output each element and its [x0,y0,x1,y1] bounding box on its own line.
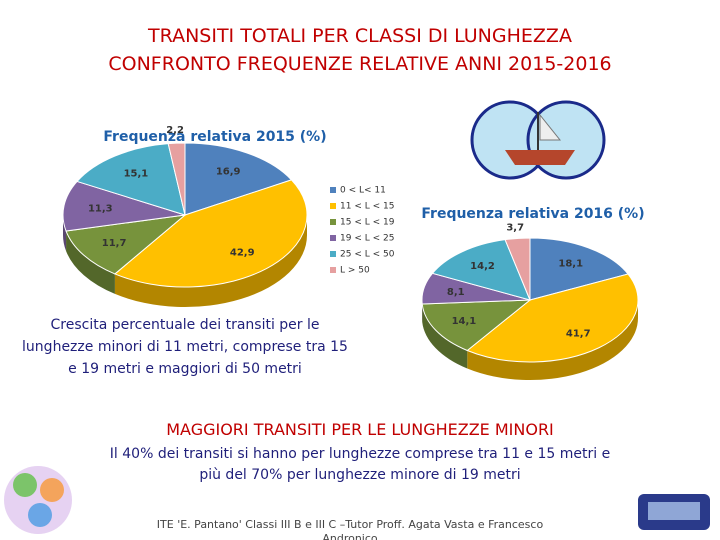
data-label: 42,9 [230,247,255,258]
data-label: 11,7 [102,238,127,249]
pie-slice [62,180,186,232]
binoculars-image [470,100,606,180]
title-line: CONFRONTO FREQUENZE RELATIVE ANNI 2015-2… [108,53,612,75]
legend-swatch [330,219,336,225]
data-label: 16,9 [216,167,241,178]
legend-label: 25 < L < 50 [340,250,395,260]
data-label: 14,2 [470,261,495,272]
pie-slice [421,299,532,352]
data-label: 15,1 [124,169,149,180]
pie-slice [65,214,187,275]
data-label: 18,1 [558,258,583,269]
chart-title: Frequenza relativa 2015 (%) [103,129,326,145]
title-line: TRANSITI TOTALI PER CLASSI DI LUNGHEZZA [148,25,572,47]
institute-logo [638,494,710,530]
pie-side [114,215,307,307]
pie-slice [76,143,186,216]
legend-label: 11 < L < 15 [340,202,394,212]
data-label: 2,2 [166,125,184,136]
legend-swatch [330,187,336,193]
pie-slice [504,237,531,301]
pie-slice [167,142,186,216]
footer: ITE 'E. Pantano' Classi III B e III C –T… [156,518,544,540]
caption: Crescita percentuale dei transiti per le… [22,317,348,377]
legend-swatch [330,267,336,273]
data-label: 11,3 [88,203,113,214]
pie-slice [431,239,531,301]
pie-side [422,303,468,369]
data-label: 3,7 [506,222,524,233]
school-logo [4,466,72,534]
slide-title: TRANSITI TOTALI PER CLASSI DI LUNGHEZZA … [60,22,660,78]
legend-label: 0 < L< 11 [340,186,386,196]
pie-slice [529,237,629,301]
data-label: 41,7 [566,328,591,339]
pie-side [467,300,638,380]
legend-swatch [330,251,336,257]
legend-label: 15 < L < 19 [340,218,395,228]
pie-slice [113,179,308,288]
heading: MAGGIORI TRANSITI PER LE LUNGHEZZE MINOR… [166,420,554,439]
legend-label: L > 50 [340,266,370,276]
body-text: Il 40% dei transiti si hanno per lunghez… [109,446,611,483]
data-label: 14,1 [452,316,477,327]
pie-side [66,231,115,294]
chart-title: Frequenza relativa 2016 (%) [421,206,644,222]
pie-slice [184,142,293,216]
data-label: 8,1 [447,287,465,298]
pie-slice [466,273,639,363]
legend-swatch [330,203,336,209]
legend-swatch [330,235,336,241]
legend-label: 19 < L < 25 [340,234,394,244]
